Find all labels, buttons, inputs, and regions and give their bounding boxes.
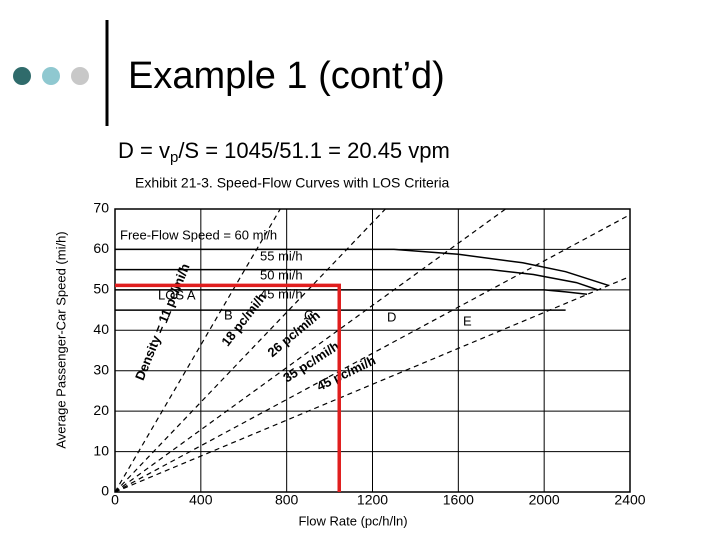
series-line — [115, 268, 599, 291]
equation-subscript: p — [170, 149, 178, 166]
bullet-dot — [71, 67, 89, 85]
series-label: Free-Flow Speed = 60 mi/h — [120, 227, 277, 242]
series-line — [114, 214, 631, 493]
bullet-dot — [42, 67, 60, 85]
y-tick-label: 70 — [93, 200, 109, 216]
chart-title: Exhibit 21-3. Speed-Flow Curves with LOS… — [135, 175, 450, 191]
x-tick-label: 2400 — [614, 492, 645, 508]
los-label: E — [463, 313, 472, 328]
bullet-dot — [13, 67, 31, 85]
los-label: LOS A — [158, 287, 196, 302]
series-label: 45 mi/h — [260, 286, 303, 301]
y-axis-label: Average Passenger-Car Speed (mi/h) — [53, 231, 68, 448]
x-tick-label: 0 — [111, 492, 119, 508]
los-label: B — [224, 307, 233, 322]
y-tick-label: 60 — [93, 240, 109, 256]
y-tick-label: 20 — [93, 402, 109, 418]
x-tick-label: 400 — [189, 492, 213, 508]
los-label: C — [304, 307, 313, 322]
equation: D = vp/S = 1045/51.1 = 20.45 vpm — [118, 138, 450, 166]
equation-text: D = v — [118, 138, 170, 163]
series-line — [114, 208, 386, 493]
x-tick-label: 800 — [275, 492, 299, 508]
series-label: 50 mi/h — [260, 267, 303, 282]
y-tick-label: 50 — [93, 281, 109, 297]
series-line — [114, 275, 631, 493]
series-line — [114, 208, 281, 493]
x-tick-label: 2000 — [529, 492, 560, 508]
x-axis-label: Flow Rate (pc/h/ln) — [298, 513, 407, 528]
series-line — [115, 283, 341, 492]
series-label: Density = 11 pc/mi/h — [132, 261, 193, 382]
y-tick-label: 30 — [93, 361, 109, 377]
x-tick-label: 1200 — [357, 492, 388, 508]
x-tick-label: 1600 — [443, 492, 474, 508]
equation-text: /S = 1045/51.1 = 20.45 vpm — [178, 138, 450, 163]
y-tick-label: 40 — [93, 321, 109, 337]
los-label: D — [387, 309, 396, 324]
series-line — [115, 289, 588, 296]
slide-title: Example 1 (cont’d) — [128, 55, 445, 97]
series-line — [114, 208, 506, 493]
y-tick-label: 10 — [93, 442, 109, 458]
y-tick-label: 0 — [101, 483, 109, 499]
series-label: 55 mi/h — [260, 248, 303, 263]
